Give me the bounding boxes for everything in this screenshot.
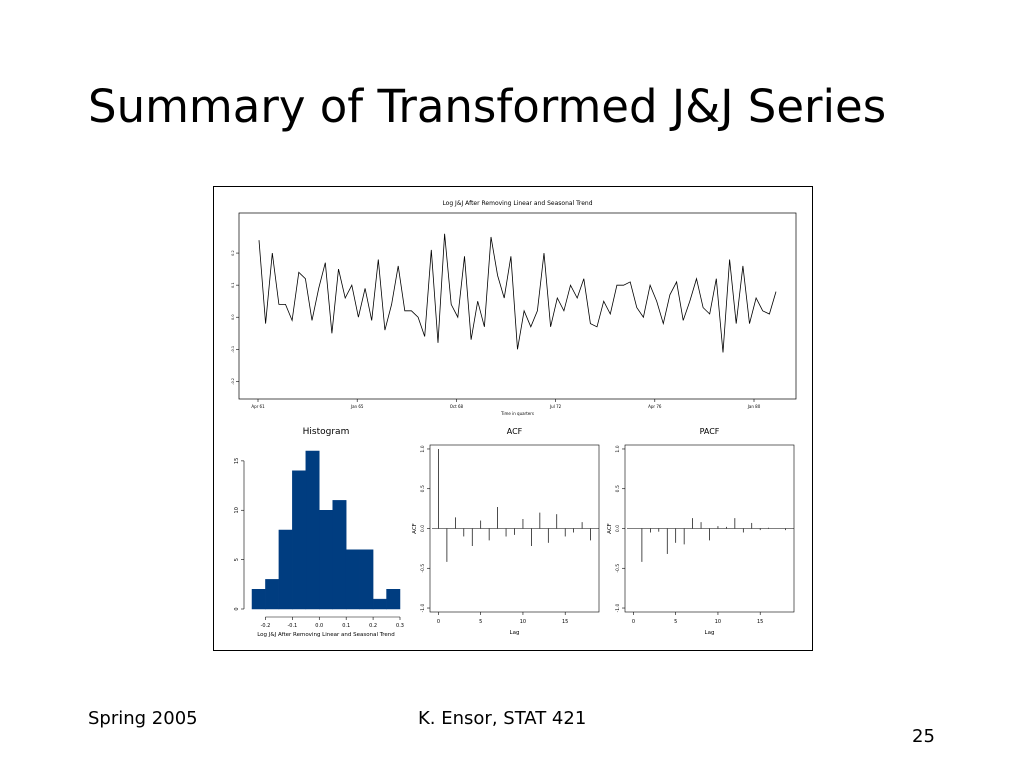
ts-xtick-label: Jul 72 (549, 404, 562, 409)
hist-bar (265, 579, 280, 610)
figure-panel: Log J&J After Removing Linear and Season… (213, 186, 813, 651)
acf-ytick-label: 0.0 (420, 525, 426, 532)
acf-ytick-label: 1.0 (420, 445, 426, 452)
ts-ytick-label: 0.1 (231, 282, 235, 288)
hist-bar (345, 549, 360, 610)
figure-svg: Log J&J After Removing Linear and Season… (231, 200, 797, 638)
acf-xlabel: Lag (510, 630, 520, 636)
footer-author: K. Ensor, STAT 421 (418, 708, 587, 729)
hist-bar (372, 598, 387, 610)
ts-ytick-label: 0.2 (231, 250, 235, 256)
pacf-ytick-label: -1.0 (615, 603, 621, 612)
ts-title: Log J&J After Removing Linear and Season… (442, 200, 592, 207)
ts-ytick-label: -0.2 (231, 378, 235, 385)
hist-title: Histogram (303, 427, 350, 437)
hist-xtick-label: 0.0 (315, 623, 323, 629)
ts-xtick-label: Jan 80 (747, 404, 761, 409)
pacf-ytick-label: -0.5 (615, 564, 621, 573)
hist-bar (332, 500, 347, 610)
pacf-xtick-label: 5 (674, 619, 677, 625)
pacf-ytick-label: 1.0 (615, 445, 621, 452)
ts-xtick-label: Apr 76 (648, 404, 662, 409)
hist-bar (278, 529, 293, 610)
hist-bar (305, 450, 320, 610)
acf-ytick-label: 0.5 (420, 485, 426, 492)
pacf-title: PACF (700, 427, 720, 436)
ts-ytick-label: -0.1 (231, 346, 235, 353)
acf-ylabel: ACF (412, 523, 418, 534)
hist-xtick-label: 0.3 (396, 623, 404, 629)
acf-xtick-label: 0 (437, 619, 440, 625)
ts-frame (238, 212, 797, 400)
slide-title: Summary of Transformed J&J Series (88, 80, 887, 133)
hist-xtick-label: 0.1 (342, 623, 350, 629)
ts-xtick-label: Oct 68 (450, 404, 464, 409)
hist-ytick-label: 15 (234, 458, 240, 464)
ts-xtick-label: Apr 61 (251, 404, 265, 409)
acf-ytick-label: -0.5 (420, 564, 426, 573)
acf-ytick-label: -1.0 (420, 603, 426, 612)
hist-ytick-label: 10 (234, 507, 240, 513)
hist-xtick-label: 0.2 (369, 623, 377, 629)
page-number: 25 (912, 726, 935, 747)
ts-series-line (258, 233, 777, 353)
pacf-ylabel: ACF (607, 523, 613, 534)
hist-bar (292, 470, 307, 610)
pacf-xtick-label: 15 (757, 619, 763, 625)
hist-bar (359, 549, 374, 610)
hist-ytick-label: 0 (234, 607, 240, 610)
ts-xlabel: Time in quarters (500, 411, 534, 416)
ts-ytick-label: 0.0 (231, 314, 235, 320)
hist-xtick-label: -0.2 (261, 623, 271, 629)
pacf-ytick-label: 0.0 (615, 525, 621, 532)
pacf-ytick-label: 0.5 (615, 485, 621, 492)
acf-xtick-label: 15 (562, 619, 568, 625)
hist-xtick-label: -0.1 (287, 623, 297, 629)
pacf-xlabel: Lag (705, 630, 715, 636)
acf-title: ACF (507, 427, 523, 436)
pacf-xtick-label: 10 (715, 619, 721, 625)
footer-date: Spring 2005 (88, 708, 198, 729)
hist-bar (386, 589, 401, 610)
hist-bar (251, 589, 266, 610)
pacf-xtick-label: 0 (632, 619, 635, 625)
ts-xtick-label: Jan 65 (350, 404, 364, 409)
hist-xlabel: Log J&J After Removing Linear and Season… (257, 632, 395, 638)
hist-bar (319, 510, 333, 610)
acf-xtick-label: 10 (520, 619, 526, 625)
hist-ytick-label: 5 (234, 558, 240, 561)
acf-xtick-label: 5 (479, 619, 482, 625)
